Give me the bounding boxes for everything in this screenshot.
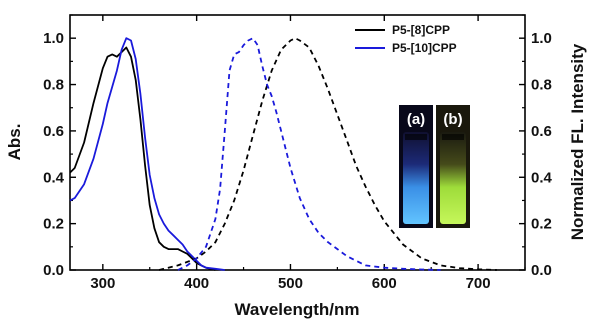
y-tick-label-right: 0.4	[531, 169, 553, 186]
y-tick-label-left: 0.8	[43, 77, 64, 94]
y-tick-label-left: 0.6	[43, 123, 64, 140]
y-tick-label-right: 0.8	[531, 77, 552, 94]
y-tick-label-left: 0.4	[43, 169, 65, 186]
y-tick-label-right: 0.6	[531, 123, 552, 140]
series-layer	[69, 37, 497, 271]
vial-b-label: (b)	[443, 111, 462, 128]
series-line-p5-10-cpp-absorption	[69, 37, 225, 271]
inset-photos: (a) (b)	[399, 105, 470, 228]
legend-label-p5-8cpp: P5-[8]CPP	[392, 23, 450, 37]
legend: P5-[8]CPP P5-[10]CPP	[355, 23, 457, 55]
x-axis-title: Wavelength/nm	[235, 300, 360, 319]
series-line-p5-8-cpp-emission	[158, 37, 497, 271]
vial-a-photo: (a)	[399, 105, 433, 228]
x-tick-label: 400	[184, 275, 209, 292]
y-tick-label-right: 0.2	[531, 216, 552, 233]
y-tick-label-right: 1.0	[531, 30, 552, 47]
vial-b-photo: (b)	[436, 105, 470, 228]
vial-a-label: (a)	[407, 111, 425, 128]
y-tick-label-left: 1.0	[43, 30, 64, 47]
y-axis-title-left: Abs.	[5, 124, 24, 161]
plot-frame	[69, 14, 526, 271]
y-tick-label-left: 0.0	[43, 262, 64, 279]
y-tick-label-left: 0.2	[43, 216, 64, 233]
x-tick-label: 500	[278, 275, 303, 292]
x-tick-label: 300	[90, 275, 115, 292]
legend-label-p5-10cpp: P5-[10]CPP	[392, 41, 457, 55]
series-line-p5-8-cpp-absorption	[69, 46, 216, 271]
y-tick-label-right: 0.0	[531, 262, 552, 279]
x-tick-label: 700	[466, 275, 491, 292]
y-axis-title-right: Normalized FL. Intensity	[568, 43, 587, 240]
x-tick-label: 600	[372, 275, 397, 292]
